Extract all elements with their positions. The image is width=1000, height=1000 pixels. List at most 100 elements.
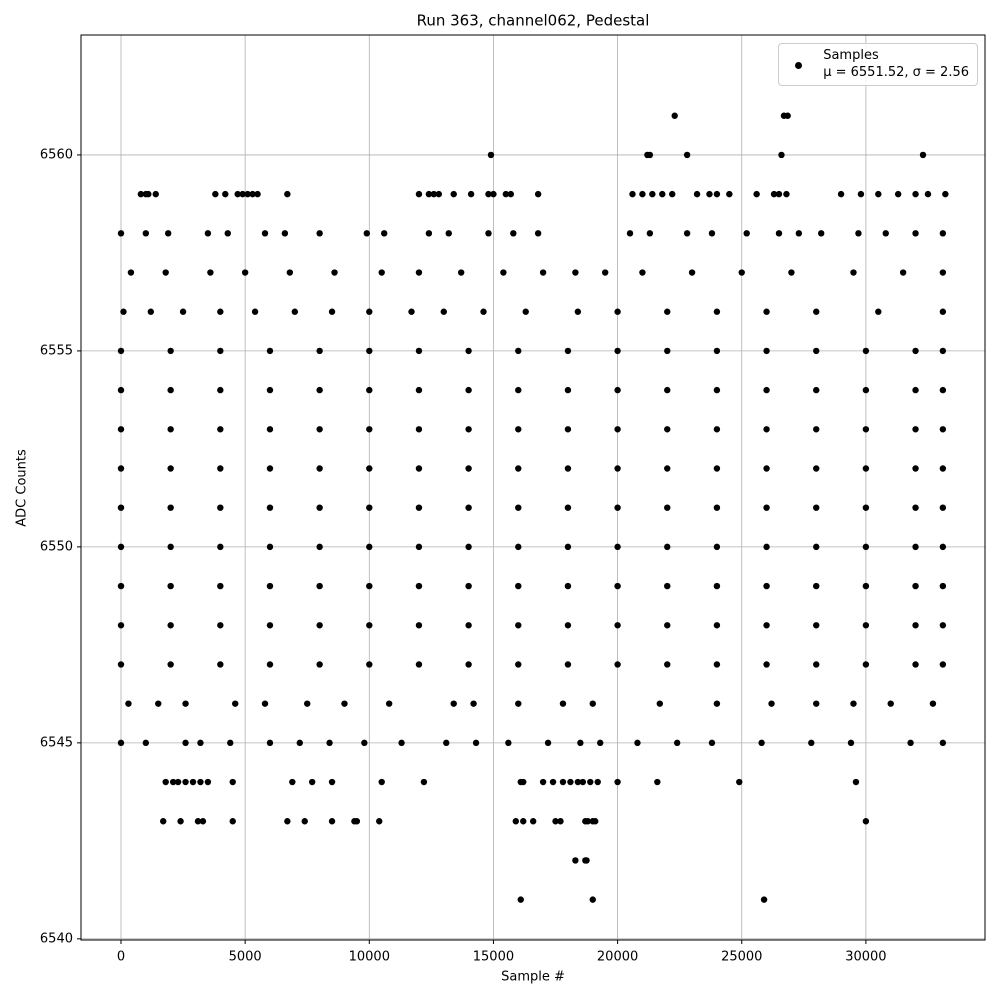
point — [515, 700, 522, 707]
point — [385, 700, 393, 707]
point — [145, 190, 152, 198]
point — [415, 582, 423, 590]
point — [574, 308, 582, 315]
point — [758, 739, 765, 747]
point — [366, 582, 373, 590]
point — [768, 700, 775, 707]
point — [912, 504, 919, 511]
point — [251, 308, 259, 315]
point — [639, 190, 646, 198]
point — [289, 778, 296, 786]
y-axis-label: ADC Counts — [15, 449, 30, 527]
point — [887, 700, 894, 707]
point — [266, 465, 274, 472]
point — [567, 778, 574, 786]
point — [939, 465, 947, 472]
point — [597, 739, 604, 747]
point — [614, 622, 621, 629]
point — [664, 543, 671, 551]
point — [912, 661, 919, 668]
point — [443, 739, 450, 747]
point — [398, 739, 405, 747]
point — [137, 190, 145, 198]
point — [182, 778, 189, 786]
point — [415, 190, 423, 198]
point — [286, 269, 294, 276]
point — [227, 739, 234, 747]
point — [614, 778, 621, 786]
point — [249, 190, 256, 198]
point — [361, 739, 368, 747]
point — [515, 426, 522, 433]
point — [117, 661, 125, 668]
point — [500, 269, 507, 276]
point — [415, 661, 423, 668]
point — [179, 308, 187, 315]
point — [939, 308, 947, 315]
point — [939, 543, 947, 551]
point — [614, 308, 621, 315]
point — [912, 582, 919, 590]
point — [261, 700, 269, 707]
point — [564, 661, 572, 668]
point — [470, 700, 477, 707]
point — [939, 269, 947, 276]
point — [457, 269, 465, 276]
point — [939, 622, 947, 629]
point — [487, 151, 495, 159]
point — [919, 151, 927, 159]
grid — [81, 35, 985, 940]
point — [743, 230, 750, 237]
point — [862, 818, 870, 825]
point — [366, 386, 373, 394]
point — [167, 386, 174, 394]
point — [614, 386, 621, 394]
point — [266, 661, 274, 668]
point — [316, 661, 323, 668]
point — [316, 543, 323, 551]
point — [529, 818, 537, 825]
point — [450, 190, 457, 198]
point — [763, 661, 770, 668]
point — [217, 465, 224, 472]
point — [875, 190, 882, 198]
point — [564, 582, 572, 590]
point — [440, 308, 447, 315]
point — [594, 778, 601, 786]
point — [587, 778, 594, 786]
point — [266, 426, 274, 433]
point — [316, 347, 323, 355]
point — [656, 700, 664, 707]
point — [837, 190, 845, 198]
point — [939, 347, 947, 355]
point — [713, 308, 721, 315]
point — [366, 543, 373, 551]
point — [204, 778, 212, 786]
point — [564, 622, 572, 629]
point — [197, 778, 204, 786]
point — [763, 386, 770, 394]
point — [117, 504, 125, 511]
point — [862, 426, 870, 433]
point — [281, 230, 289, 237]
point — [284, 818, 291, 825]
point — [328, 308, 336, 315]
point — [420, 778, 428, 786]
point — [182, 700, 189, 707]
point — [738, 269, 745, 276]
point — [378, 778, 385, 786]
point — [117, 426, 125, 433]
point — [155, 700, 162, 707]
point — [316, 582, 323, 590]
point — [589, 896, 596, 903]
point — [199, 818, 207, 825]
point — [763, 347, 770, 355]
point — [664, 465, 671, 472]
point — [813, 700, 820, 707]
point — [465, 504, 472, 511]
point — [415, 386, 423, 394]
point — [577, 739, 584, 747]
point — [850, 269, 857, 276]
point — [125, 700, 132, 707]
